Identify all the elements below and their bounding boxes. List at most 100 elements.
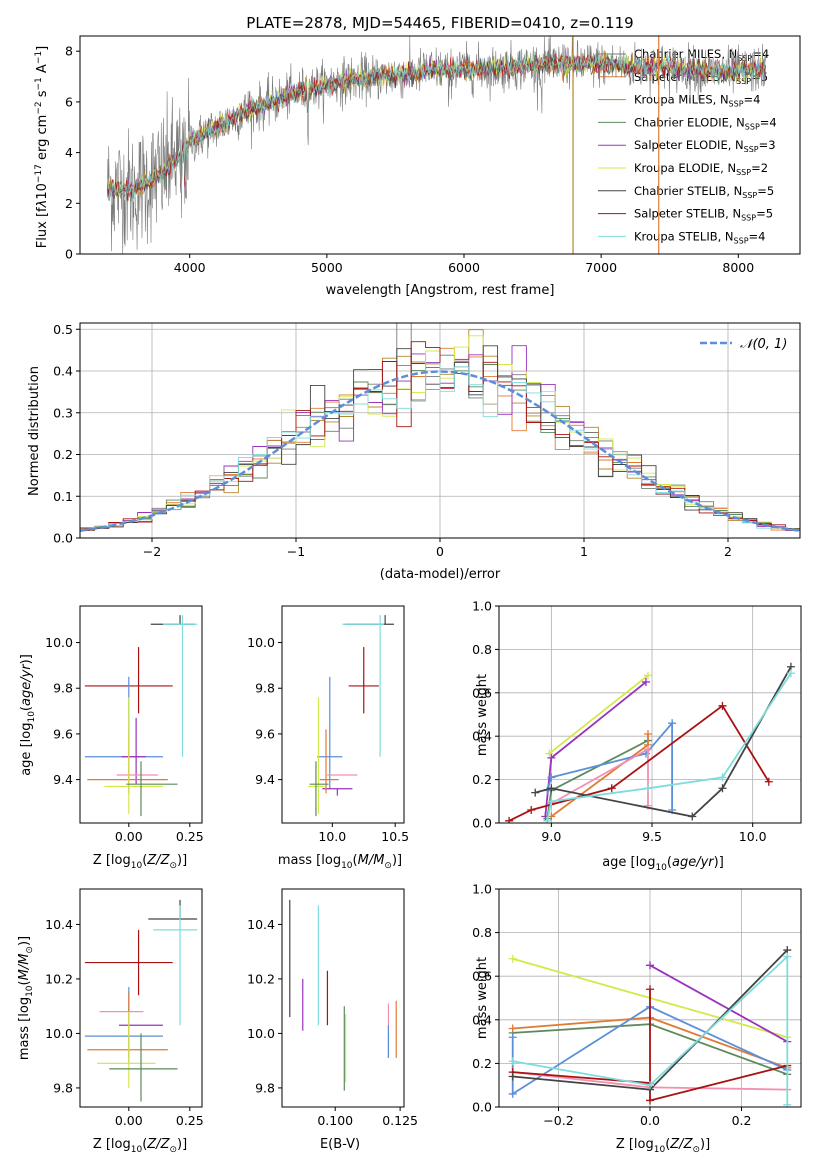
weight-age-marker-6-4	[764, 777, 773, 786]
age-mass-errorbar-2	[348, 647, 379, 714]
weight-z-marker-4-1	[508, 1089, 517, 1098]
residuals-ytick-label-0: 0.0	[53, 531, 73, 546]
mass-z-xlabel: Z [log10(Z/Z⊙)]	[93, 1137, 187, 1155]
residual-hist-7	[80, 341, 800, 538]
weight-z-marker-1-0	[646, 961, 654, 970]
weight-age-marker-0-1	[643, 671, 652, 680]
weight-age-marker-4-1	[547, 773, 556, 782]
mass-ebv-xtick-label-1: 0.125	[382, 1113, 418, 1128]
weight-z-ylabel: mass weight	[475, 957, 490, 1039]
weight-z-marker-8-3	[783, 1100, 792, 1107]
residuals-traces	[80, 323, 800, 538]
mass-ebv-frame	[281, 888, 405, 1108]
weight-z-xlabel: Z [log10(Z/Z⊙)]	[616, 1137, 710, 1155]
mass-ebv-xtick-label-0: 0.100	[317, 1113, 353, 1128]
age-mass-points	[308, 615, 394, 817]
mass-z-xtick-label-0: 0.00	[115, 1113, 143, 1128]
mass-z-ytick-label-3: 10.4	[45, 917, 73, 932]
residuals-legend: 𝒩(0, 1)	[700, 337, 787, 352]
spectrum-xtick-label-1: 5000	[311, 260, 343, 275]
weight-age-marker-8-0	[543, 816, 552, 823]
spectrum-ytick-label-0: 0	[65, 247, 73, 262]
mass-z-errorbar-0	[148, 899, 198, 920]
weight-age-ytick-label-3: 0.6	[472, 685, 492, 700]
weight-age-series	[505, 662, 795, 823]
weight-z-marker-8-1	[646, 1081, 654, 1090]
weight-z-frame	[498, 888, 802, 1108]
weight-z-line-8	[512, 954, 789, 1105]
spectrum-xlabel: wavelength [Angstrom, rest frame]	[326, 283, 555, 298]
mass-ebv-ytick-label-2: 10.2	[247, 971, 275, 986]
weight-age-marker-7-0	[531, 788, 540, 797]
spectrum-traces	[107, 36, 766, 254]
age-z-errorbar-7	[104, 697, 163, 814]
mass-ebv-ytick-label-3: 10.4	[247, 917, 275, 932]
weight-age-line-8	[546, 672, 792, 821]
age-mass-errorbar-3	[317, 676, 343, 789]
age-z-errorbar-3	[84, 676, 163, 789]
age-mass-ytick-label-0: 9.4	[255, 772, 275, 787]
residuals-xlabel: (data-model)/error	[380, 567, 501, 582]
weight-vs-age-panel: age [log10(age/yr)] mass weight 9.0 9.5 10…	[472, 599, 802, 873]
spectrum-model-line-8	[107, 54, 766, 199]
age-mass-xtick-label-1: 10.5	[381, 829, 409, 844]
weight-z-ytick-label-4: 0.8	[472, 925, 492, 940]
residuals-xtick-label-3: 1	[580, 544, 588, 559]
mass-z-errorbar-8	[109, 1033, 178, 1102]
spectrum-xtick-label-2: 6000	[448, 260, 480, 275]
mass-z-frame	[79, 888, 203, 1108]
age-z-xtick-label-0: 0.00	[115, 829, 143, 844]
weight-age-ytick-label-1: 0.2	[472, 772, 492, 787]
weight-age-marker-6-2	[607, 784, 616, 793]
legend-label-2: Kroupa MILES, NSSP=4	[634, 93, 760, 109]
mass-z-ytick-label-1: 10.0	[45, 1026, 73, 1041]
age-mass-errorbar-4	[322, 788, 353, 796]
weight-age-marker-3-2	[643, 730, 652, 739]
mass-vs-ebv-panel: E(B-V) 0.100 0.125 9.8 10.0 10.2 10.4	[247, 888, 418, 1152]
residuals-xtick-label-0: −2	[143, 544, 161, 559]
age-z-errorbar-0	[150, 615, 195, 625]
age-vs-z-panel: Z [log10(Z/Z⊙)] age [log10(age/yr)] 0.00…	[19, 605, 204, 871]
age-z-errorbar-8	[126, 761, 178, 817]
residuals-xtick-label-1: −1	[287, 544, 305, 559]
age-mass-errorbar-6	[319, 729, 339, 794]
weight-age-xlabel: age [log10(age/yr)]	[602, 855, 724, 873]
weight-age-marker-8-3	[718, 773, 727, 782]
age-z-ytick-label-0: 9.4	[53, 772, 73, 787]
mass-z-ytick-label-0: 9.8	[53, 1080, 73, 1095]
mass-z-errorbar-1	[153, 905, 198, 1026]
spectrum-xtick-label-0: 4000	[174, 260, 206, 275]
residuals-ylabel: Normed distribution	[27, 366, 42, 496]
weight-z-ytick-label-2: 0.4	[472, 1012, 492, 1027]
weight-z-xtick-label-2: 0.2	[732, 1113, 752, 1128]
residuals-xtick-label-2: 0	[436, 544, 444, 559]
legend-label-8: Kroupa STELIB, NSSP=4	[634, 229, 765, 245]
age-z-xtick-label-1: 0.25	[176, 829, 204, 844]
mass-ebv-ytick-label-0: 9.8	[255, 1080, 275, 1095]
mass-z-errorbar-7	[97, 1011, 156, 1088]
residuals-ytick-label-3: 0.3	[53, 405, 73, 420]
spectrum-ytick-label-2: 4	[65, 145, 73, 160]
weight-z-series	[508, 946, 792, 1107]
gaussian-curve	[80, 370, 800, 532]
weight-z-marker-0-0	[508, 954, 517, 963]
weight-age-xtick-label-2: 10.0	[739, 829, 767, 844]
weight-age-marker-1-2	[641, 677, 650, 686]
residuals-ytick-label-1: 0.1	[53, 489, 73, 504]
age-mass-ytick-label-1: 9.6	[255, 726, 275, 741]
mass-z-ytick-label-2: 10.2	[45, 971, 73, 986]
age-mass-errorbar-0	[344, 615, 394, 625]
age-mass-xlabel: mass [log10(M/M⊙)]	[278, 853, 402, 871]
spectrum-ylabel: Flux [fλ10−17 erg cm−2 s−1 A−1]	[34, 46, 50, 248]
mass-ebv-ytick-label-1: 10.0	[247, 1026, 275, 1041]
age-mass-xtick-label-0: 10.0	[318, 829, 346, 844]
residual-hist-8	[80, 362, 800, 538]
mass-z-errorbar-2	[84, 929, 173, 996]
weight-z-ytick-label-0: 0.0	[472, 1100, 492, 1115]
weight-age-marker-6-1	[527, 805, 536, 814]
age-mass-ytick-label-3: 10.0	[247, 635, 275, 650]
spectrum-ytick-label-4: 8	[65, 44, 73, 59]
legend-label-7: Salpeter STELIB, NSSP=5	[634, 207, 773, 223]
weight-age-ytick-label-4: 0.8	[472, 642, 492, 657]
mass-z-points	[84, 899, 198, 1102]
